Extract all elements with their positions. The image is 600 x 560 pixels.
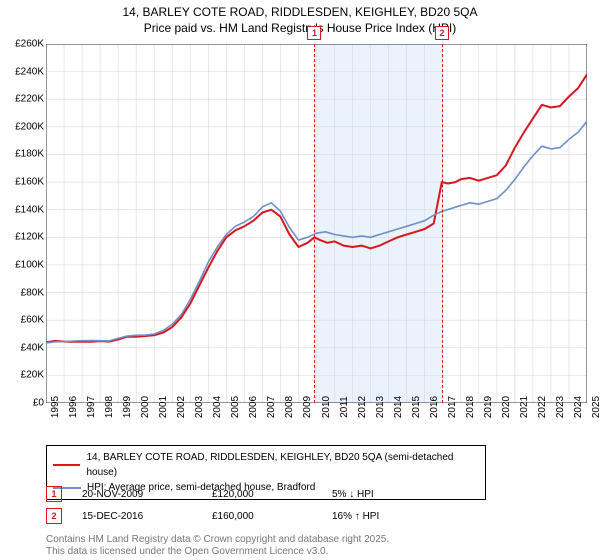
y-tick-label: £260K — [15, 39, 44, 50]
y-axis-labels: £0£20K£40K£60K£80K£100K£120K£140K£160K£1… — [4, 44, 44, 403]
sale-delta: 16% ↑ HPI — [332, 511, 432, 522]
x-tick-label: 2009 — [302, 396, 313, 418]
marker-flag-2: 2 — [435, 26, 449, 40]
x-tick-label: 2021 — [519, 396, 530, 418]
x-tick-label: 1999 — [122, 396, 133, 418]
x-tick-label: 1996 — [68, 396, 79, 418]
x-tick-label: 2014 — [393, 396, 404, 418]
sale-marker-box: 2 — [46, 508, 62, 524]
y-tick-label: £120K — [15, 232, 44, 243]
title-line-1: 14, BARLEY COTE ROAD, RIDDLESDEN, KEIGHL… — [0, 4, 600, 20]
sale-delta: 5% ↓ HPI — [332, 489, 432, 500]
sales-table: 1 20-NOV-2009 £120,000 5% ↓ HPI 2 15-DEC-2016… — [46, 486, 432, 530]
attribution-line-1: Contains HM Land Registry data © Crown c… — [46, 534, 389, 546]
x-tick-label: 2003 — [194, 396, 205, 418]
x-tick-label: 2010 — [321, 396, 332, 418]
x-tick-label: 2012 — [357, 396, 368, 418]
y-tick-label: £140K — [15, 204, 44, 215]
y-tick-label: £100K — [15, 259, 44, 270]
x-tick-label: 2002 — [176, 396, 187, 418]
y-tick-label: £60K — [21, 315, 44, 326]
x-tick-label: 2018 — [465, 396, 476, 418]
x-tick-label: 2019 — [483, 396, 494, 418]
y-tick-label: £240K — [15, 66, 44, 77]
x-tick-label: 2005 — [230, 396, 241, 418]
x-tick-label: 2017 — [447, 396, 458, 418]
attribution-line-2: This data is licensed under the Open Gov… — [46, 546, 389, 558]
title-line-2: Price paid vs. HM Land Registry's House … — [0, 20, 600, 36]
legend-swatch — [53, 464, 80, 466]
legend-label: 14, BARLEY COTE ROAD, RIDDLESDEN, KEIGHL… — [86, 450, 479, 480]
sale-price: £160,000 — [212, 511, 312, 522]
y-tick-label: £160K — [15, 177, 44, 188]
sale-row: 1 20-NOV-2009 £120,000 5% ↓ HPI — [46, 486, 432, 502]
chart-area: £0£20K£40K£60K£80K£100K£120K£140K£160K£1… — [46, 44, 587, 403]
legend-item: 14, BARLEY COTE ROAD, RIDDLESDEN, KEIGHL… — [53, 450, 479, 480]
x-tick-label: 1997 — [86, 396, 97, 418]
sale-date: 15-DEC-2016 — [82, 511, 192, 522]
x-tick-label: 2006 — [248, 396, 259, 418]
y-tick-label: £180K — [15, 149, 44, 160]
y-tick-label: £200K — [15, 121, 44, 132]
x-tick-label: 2025 — [591, 396, 600, 418]
chart-title-block: 14, BARLEY COTE ROAD, RIDDLESDEN, KEIGHL… — [0, 0, 600, 36]
sale-price: £120,000 — [212, 489, 312, 500]
x-tick-label: 2024 — [573, 396, 584, 418]
x-tick-label: 2008 — [284, 396, 295, 418]
x-tick-label: 2020 — [501, 396, 512, 418]
x-tick-label: 2000 — [140, 396, 151, 418]
sale-marker-box: 1 — [46, 486, 62, 502]
marker-vline-1 — [314, 44, 315, 403]
x-tick-label: 2022 — [537, 396, 548, 418]
y-tick-label: £20K — [21, 370, 44, 381]
x-tick-label: 2011 — [339, 396, 350, 418]
y-tick-label: £0 — [33, 398, 44, 409]
x-tick-label: 2007 — [266, 396, 277, 418]
x-tick-label: 2023 — [555, 396, 566, 418]
x-tick-label: 2001 — [158, 396, 169, 418]
sale-date: 20-NOV-2009 — [82, 489, 192, 500]
sale-row: 2 15-DEC-2016 £160,000 16% ↑ HPI — [46, 508, 432, 524]
line-chart — [46, 44, 587, 403]
y-tick-label: £40K — [21, 342, 44, 353]
x-tick-label: 2016 — [429, 396, 440, 418]
y-tick-label: £80K — [21, 287, 44, 298]
x-tick-label: 1998 — [104, 396, 115, 418]
x-tick-label: 2015 — [411, 396, 422, 418]
attribution-text: Contains HM Land Registry data © Crown c… — [46, 534, 389, 558]
x-tick-label: 1995 — [50, 396, 61, 418]
y-tick-label: £220K — [15, 94, 44, 105]
x-axis-labels: 1995199619971998199920002001200220032004… — [46, 403, 587, 443]
x-tick-label: 2013 — [375, 396, 386, 418]
marker-flag-1: 1 — [307, 26, 321, 40]
marker-vline-2 — [442, 44, 443, 403]
x-tick-label: 2004 — [212, 396, 223, 418]
